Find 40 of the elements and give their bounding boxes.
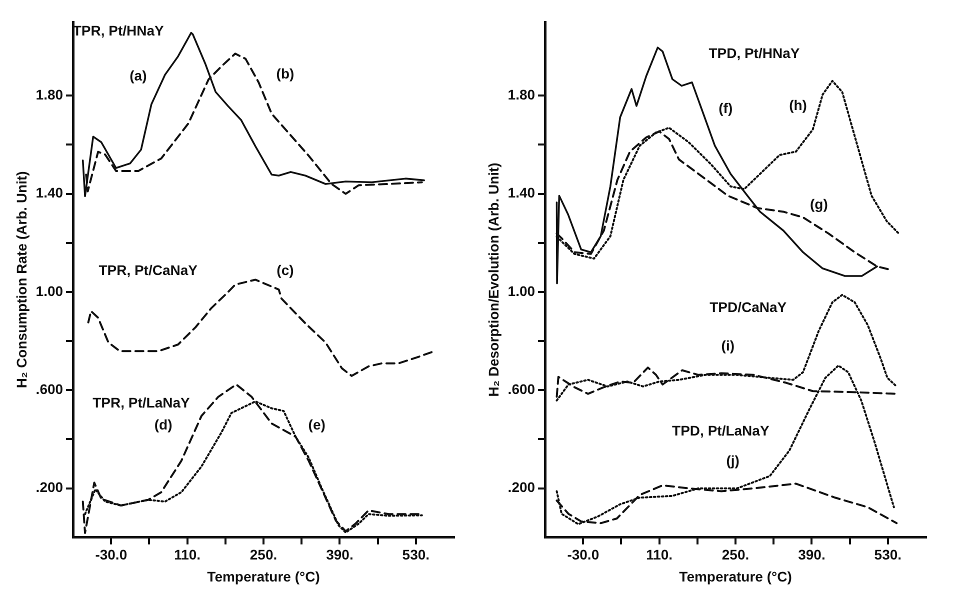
x-tick-label: 390. [326,546,354,563]
y-tick-label: .200 [508,479,536,496]
x-axis-title: Temperature (°C) [207,568,320,584]
annotation: TPR, Pt/HNaY [72,22,165,39]
annotation: (f) [718,100,733,116]
annotation: (g) [810,196,828,212]
annotation: TPD, Pt/HNaY [708,44,800,61]
annotation: TPR, Pt/LaNaY [92,394,191,410]
annotation: (e) [308,416,326,432]
x-tick-label: 530. [402,546,430,563]
x-tick-label: 390. [798,546,826,563]
x-tick-label: 110. [646,546,673,563]
y-tick-label: .200 [36,479,64,496]
x-tick-label: 110. [174,546,201,563]
y-tick-label: 1.80 [508,86,536,102]
y-tick-label: .600 [508,381,536,397]
annotation: TPR, Pt/CaNaY [98,262,198,278]
annotation: (b) [276,65,294,82]
y-tick-label: .600 [36,381,64,397]
annotation: (h) [789,96,807,113]
annotation: (d) [154,416,172,432]
y-tick-label: 1.40 [36,184,64,201]
y-axis-title: H₂ Consumption Rate (Arb. Unit) [13,171,30,388]
x-axis-title: Temperature (°C) [679,568,792,584]
x-tick-label: 250. [722,546,750,563]
annotation: (i) [721,338,735,354]
y-tick-label: 1.00 [508,282,536,299]
annotation: (j) [726,452,740,468]
y-tick-label: 1.00 [36,282,64,299]
x-tick-label: -30.0 [567,546,600,563]
x-tick-label: 530. [874,546,902,563]
y-tick-label: 1.80 [36,86,64,102]
y-axis-title: H₂ Desorption/Evolution (Arb. Unit) [485,162,502,397]
x-tick-label: -30.0 [95,546,128,563]
annotation: (a) [130,67,147,84]
y-tick-label: 1.40 [508,184,536,201]
annotation: (c) [276,262,294,278]
x-tick-label: 250. [250,546,278,563]
annotation: TPD/CaNaY [710,298,788,315]
annotation: TPD, Pt/LaNaY [672,422,770,439]
